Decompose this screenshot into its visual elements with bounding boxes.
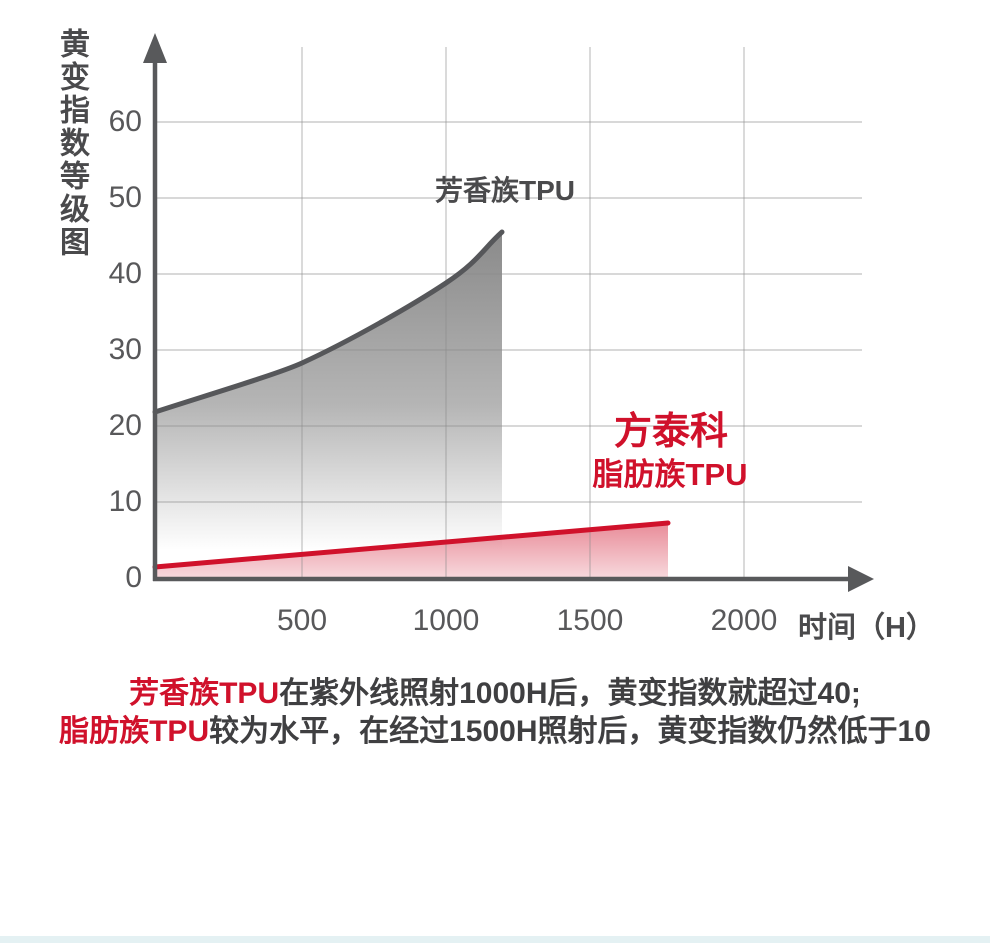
y-axis-arrow-icon: [143, 33, 167, 63]
y-tick-10: 10: [108, 485, 142, 518]
y-tick-20: 20: [108, 409, 142, 442]
brand-label: 方泰科: [613, 411, 728, 453]
y-tick-30: 30: [108, 333, 142, 366]
y-tick-0: 0: [125, 561, 142, 594]
x-tick-1500: 1500: [556, 604, 624, 637]
x-tick-2000: 2000: [710, 604, 778, 637]
caption-line-2: 脂肪族TPU较为水平，在经过1500H照射后，黄变指数仍然低于10: [0, 713, 990, 751]
y-axis-title: 黄变指数等级图: [55, 28, 88, 259]
y-tick-40: 40: [108, 257, 142, 290]
x-axis-arrow-icon: [848, 566, 874, 592]
aromatic-tpu-curve: [152, 229, 505, 415]
aliphatic-tpu-area: [155, 523, 668, 578]
x-axis-title: 时间（H）: [798, 612, 935, 644]
caption-line1-red: 芳香族TPU: [129, 677, 280, 710]
aromatic-tpu-area: [155, 232, 502, 578]
caption-line2-rest: 较为水平，在经过1500H照射后，黄变指数仍然低于10: [209, 715, 931, 748]
aliphatic-tpu-curve: [152, 520, 671, 570]
caption: 芳香族TPU在紫外线照射1000H后，黄变指数就超过40; 脂肪族TPU较为水平…: [0, 675, 990, 751]
gridlines: [157, 47, 862, 577]
footer-strip: [0, 936, 990, 943]
aliphatic-tpu-label: 脂肪族TPU: [592, 457, 748, 492]
caption-line2-red: 脂肪族TPU: [59, 715, 210, 748]
y-tick-60: 60: [108, 105, 142, 138]
yellowing-index-chart: [143, 33, 874, 592]
caption-line-1: 芳香族TPU在紫外线照射1000H后，黄变指数就超过40;: [0, 675, 990, 713]
y-tick-50: 50: [108, 181, 142, 214]
x-tick-1000: 1000: [412, 604, 480, 637]
aromatic-tpu-label: 芳香族TPU: [434, 175, 575, 206]
axes: [152, 56, 851, 582]
x-tick-500: 500: [276, 604, 328, 637]
caption-line1-rest: 在紫外线照射1000H后，黄变指数就超过40;: [279, 677, 861, 710]
